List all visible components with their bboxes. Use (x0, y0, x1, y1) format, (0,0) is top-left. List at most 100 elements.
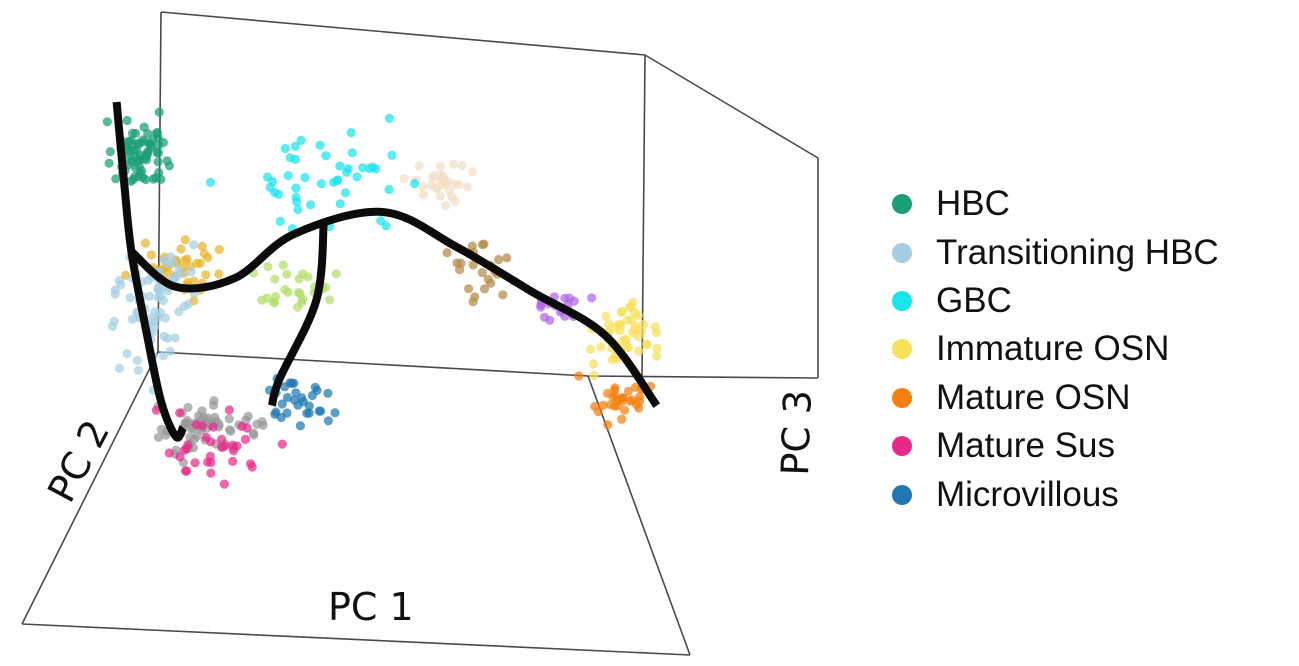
gbc-point (335, 161, 345, 171)
immature-osn-point (652, 351, 662, 361)
cluster-4-point (418, 190, 429, 200)
immature-osn-point (617, 306, 627, 316)
cluster-5-point (479, 284, 490, 294)
cluster-5-point (494, 255, 504, 265)
transitioning-hbc-point (168, 272, 179, 283)
gbc-point (387, 150, 397, 160)
mature-osn-point (630, 382, 641, 392)
cluster-3-point (153, 432, 164, 442)
microvillous-point (280, 382, 290, 392)
cluster-2-point (293, 287, 303, 298)
hbc-point (134, 161, 144, 171)
gbc-point (315, 140, 325, 150)
cluster-3-point (243, 411, 253, 421)
legend-swatch (892, 484, 912, 505)
cluster-5-point (468, 260, 478, 270)
legend-item-microvillous: Microvillous (892, 470, 1219, 518)
transitioning-hbc-point (160, 313, 171, 323)
microvillous-point (287, 378, 297, 388)
transitioning-hbc-point (114, 275, 124, 286)
legend-swatch (892, 290, 912, 311)
gbc-point (347, 148, 357, 158)
legend-label: Immature OSN (936, 329, 1170, 369)
microvillous-point (307, 390, 317, 401)
transitioning-hbc-point (122, 349, 132, 359)
floor-back-right-edge (587, 375, 691, 656)
axis-label-pc3: PC 3 (773, 389, 820, 476)
legend-item-mature-sus: Mature Sus (892, 422, 1219, 470)
immature-osn-point (629, 307, 640, 317)
cluster-5-point (456, 258, 466, 268)
legend-swatch (892, 242, 912, 263)
legend-label: Microvillous (936, 474, 1119, 514)
mature-sus-point (190, 458, 200, 468)
cluster-1-point (199, 249, 209, 259)
gbc-point (352, 172, 362, 182)
cluster-3-point (208, 400, 219, 410)
cluster-1-point (140, 238, 151, 248)
legend-swatch (892, 387, 912, 408)
gbc-point (384, 113, 395, 123)
legend-label: Mature OSN (936, 377, 1131, 417)
immature-osn-point (628, 328, 638, 338)
mature-osn-point (620, 405, 630, 415)
transitioning-hbc-point (146, 313, 156, 323)
legend-swatch (892, 194, 912, 215)
transitioning-hbc-point (109, 316, 119, 326)
cluster-3-point (224, 414, 234, 424)
trajectory-main (128, 207, 661, 408)
cluster-4-point (440, 201, 451, 211)
microvillous-point (295, 421, 305, 431)
cluster-1-point (182, 254, 192, 264)
hbc-point (146, 142, 156, 152)
gbc-point (262, 172, 273, 182)
hbc-point (111, 174, 121, 184)
transitioning-hbc-point (125, 293, 135, 303)
mature-sus-point (237, 421, 247, 431)
cluster-2-point (263, 262, 273, 272)
back-wall-edge (160, 11, 646, 379)
cluster-1-point (214, 269, 224, 279)
gbc-point (340, 188, 351, 198)
gbc-point (358, 163, 368, 173)
gbc-point (205, 177, 216, 187)
cluster-4-point (414, 161, 424, 171)
cluster-1-point (214, 245, 224, 255)
cluster-2-point (278, 260, 288, 270)
trajectory-to-mature-sus (112, 101, 187, 442)
microvillous-point (282, 392, 293, 403)
hbc-point (102, 117, 112, 127)
cluster-3-point (189, 434, 199, 444)
transitioning-hbc-point (162, 333, 173, 343)
cluster-4-point (399, 174, 409, 184)
gbc-point (275, 216, 285, 226)
cluster-3-point (180, 418, 190, 428)
microvillous-point (323, 416, 333, 426)
cluster-2-point (282, 269, 292, 279)
hbc-point (154, 107, 164, 117)
mature-sus-point (228, 440, 238, 450)
hbc-point (135, 150, 145, 160)
mature-osn-point (634, 403, 644, 413)
hbc-point (151, 128, 161, 138)
cluster-1-point (180, 235, 190, 245)
legend-label: GBC (936, 280, 1012, 320)
hbc-point (142, 150, 152, 160)
transitioning-hbc-point (132, 355, 142, 365)
microvillous-point (298, 397, 308, 407)
mature-osn-point (617, 414, 627, 424)
cluster-4-point (437, 172, 447, 182)
cluster-5-point (464, 284, 474, 294)
mature-sus-point (240, 434, 251, 444)
cluster-2-point (269, 297, 279, 308)
hbc-point (153, 157, 163, 167)
legend: HBC Transitioning HBC GBC Immature OSN Matur… (892, 180, 1219, 519)
cluster-3-point (224, 425, 235, 435)
cluster-5-point (498, 290, 508, 300)
mature-osn-point (598, 400, 608, 410)
cluster-5-point (477, 268, 487, 278)
cluster-2-point (325, 295, 335, 305)
hbc-point (148, 174, 158, 184)
cluster-4-point (457, 161, 467, 171)
hbc-point (134, 139, 144, 149)
